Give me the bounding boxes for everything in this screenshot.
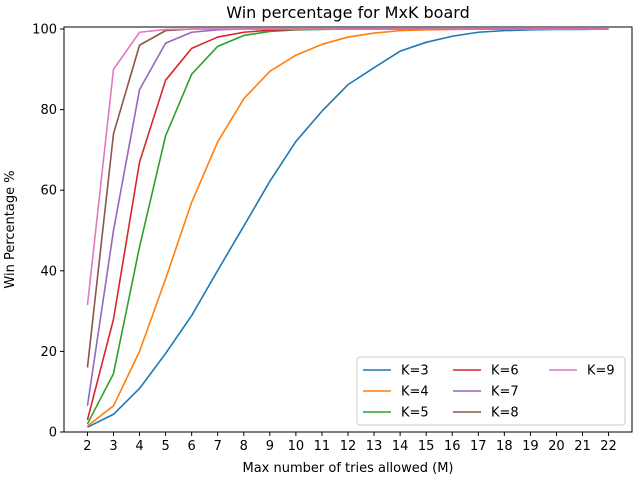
x-tick-label: 5 [161,439,169,454]
legend-item: K=9 [549,364,615,379]
legend-label: K=4 [401,385,429,400]
x-tick-label: 8 [240,439,248,454]
x-tick-label: 6 [188,439,196,454]
legend-label: K=5 [401,406,429,421]
legend-item: K=7 [453,385,519,400]
legend-label: K=9 [587,364,615,379]
chart-title: Win percentage for MxK board [226,3,469,22]
y-tick-label: 40 [40,264,57,279]
y-axis: 0 20 40 60 80 100 [32,23,64,441]
x-tick-label: 14 [392,439,409,454]
x-tick-label: 15 [418,439,435,454]
y-tick-label: 60 [40,184,57,199]
x-tick-label: 20 [548,439,565,454]
y-tick-label: 20 [40,345,57,360]
legend-item: K=6 [453,364,519,379]
x-tick-label: 7 [214,439,222,454]
x-tick-label: 9 [266,439,274,454]
x-tick-label: 11 [314,439,331,454]
series-line-1 [87,28,609,428]
x-axis: 2 3 4 5 6 7 8 9 10 11 12 13 14 15 16 17 18 19 20 21 22 [83,432,617,454]
legend-item: K=3 [363,364,429,379]
x-tick-label: 4 [135,439,143,454]
x-tick-label: 16 [444,439,461,454]
legend-label: K=8 [491,406,519,421]
series-line-7 [86,28,609,306]
y-tick-label: 80 [40,103,57,118]
x-tick-label: 10 [288,439,305,454]
legend-item: K=8 [453,406,519,421]
x-tick-label: 3 [109,439,117,454]
y-tick-label: 0 [49,426,57,441]
legend-label: K=6 [491,364,519,379]
legend-item: K=4 [363,385,429,400]
x-tick-label: 21 [574,439,591,454]
x-tick-label: 22 [600,439,617,454]
x-tick-label: 2 [83,439,91,454]
x-tick-label: 13 [366,439,383,454]
legend-label: K=3 [401,364,429,379]
legend-item: K=5 [363,406,429,421]
y-tick-label: 100 [32,23,57,38]
legend-box [356,356,626,426]
x-tick-label: 17 [470,439,487,454]
y-axis-label: Win Percentage % [3,170,18,288]
legend-label: K=7 [491,385,519,400]
x-axis-label: Max number of tries allowed (M) [242,461,453,476]
legend: K=3 K=4 K=5 K=6 K=7 K=8 K=9 [356,356,626,426]
x-tick-label: 12 [340,439,357,454]
x-tick-label: 18 [496,439,513,454]
x-tick-label: 19 [522,439,539,454]
